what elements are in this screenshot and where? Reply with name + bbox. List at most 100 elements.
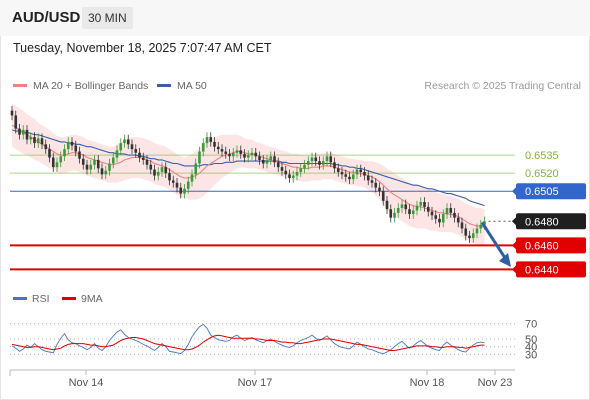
- candle-body: [48, 149, 51, 158]
- candle-body: [66, 141, 70, 150]
- candle-body: [411, 210, 415, 215]
- candle-body: [306, 161, 310, 165]
- candle-body: [216, 146, 220, 150]
- header-bar: AUD/USD 30 MIN: [0, 0, 590, 36]
- candle-body: [108, 163, 111, 171]
- candle-body: [381, 191, 385, 201]
- rsi-tick-70: 70: [525, 319, 537, 331]
- candle-body: [243, 153, 246, 158]
- level-tag-pointer-0.6460: [512, 241, 516, 250]
- candle-body: [190, 174, 194, 182]
- candle-body: [194, 163, 198, 175]
- candle-body: [70, 141, 74, 146]
- level-tag-pointer-0.6480: [512, 217, 516, 226]
- x-tick-Nov 14: Nov 14: [69, 377, 104, 389]
- credit-label: Research © 2025 Trading Central: [424, 80, 581, 92]
- candle-body: [276, 162, 280, 168]
- candle-body: [430, 211, 434, 216]
- candle-body: [378, 187, 381, 192]
- candle-body: [59, 156, 63, 163]
- candle-body: [160, 167, 164, 172]
- candle-body: [63, 149, 66, 157]
- legend-rsi-label: RSI: [32, 293, 50, 305]
- candle-body: [456, 217, 460, 223]
- candle-body: [396, 208, 400, 213]
- candle-body: [201, 143, 205, 152]
- candle-body: [149, 164, 153, 170]
- candle-body: [153, 169, 156, 176]
- candle-body: [156, 171, 160, 176]
- candle-body: [475, 228, 479, 234]
- legend-ma20: MA 20 + Bollinger Bands: [13, 80, 148, 92]
- candle-body: [355, 169, 359, 175]
- candle-body: [310, 157, 314, 162]
- bollinger-band-area: [12, 103, 485, 246]
- candle-body: [464, 228, 468, 236]
- candle-body: [250, 152, 254, 156]
- candle-body: [186, 181, 190, 189]
- level-label-0.6535: 0.6535: [525, 150, 559, 162]
- candle-body: [419, 202, 423, 206]
- legend-ma20-label: MA 20 + Bollinger Bands: [33, 80, 149, 92]
- candle-body: [134, 149, 138, 153]
- candle-body: [483, 221, 486, 225]
- candle-body: [89, 164, 93, 170]
- candle-body: [179, 187, 183, 194]
- candle-body: [96, 159, 100, 169]
- candle-body: [126, 139, 130, 145]
- candle-body: [104, 170, 108, 175]
- candle-body: [228, 153, 231, 157]
- candle-body: [141, 157, 145, 160]
- legend-ma50: MA 50: [157, 80, 207, 92]
- candle-body: [340, 171, 344, 175]
- candle-body: [325, 156, 329, 162]
- candle-body: [295, 171, 299, 176]
- candle-body: [318, 161, 321, 165]
- level-tag-0.6480: [516, 213, 586, 230]
- candle-body: [273, 156, 276, 163]
- level-tag-0.6440: [516, 261, 586, 278]
- candle-body: [303, 164, 306, 169]
- candle-body: [363, 171, 366, 176]
- candle-body: [78, 151, 81, 159]
- rsi-ma-line: [11, 334, 485, 351]
- candle-body: [100, 168, 104, 175]
- level-label-0.6520: 0.6520: [525, 168, 559, 180]
- candle-body: [453, 212, 456, 218]
- candle-body: [269, 156, 273, 160]
- candle-body: [51, 157, 55, 168]
- candle-body: [40, 138, 44, 145]
- candle-body: [408, 209, 411, 215]
- candle-body: [220, 149, 224, 152]
- candle-body: [344, 174, 348, 177]
- candle-body: [145, 159, 149, 165]
- x-tick-Nov 17: Nov 17: [238, 377, 273, 389]
- candle-body: [265, 159, 269, 164]
- candle-body: [18, 128, 21, 135]
- timeframe-button[interactable]: 30 MIN: [82, 7, 133, 29]
- candle-body: [93, 159, 96, 165]
- level-label-0.6505: 0.6505: [525, 186, 559, 198]
- legend-ma50-label: MA 50: [177, 80, 207, 92]
- candle-body: [291, 175, 295, 178]
- candle-body: [284, 170, 288, 175]
- candle-body: [224, 151, 228, 154]
- candle-body: [299, 168, 303, 172]
- candle-body: [14, 115, 18, 129]
- datetime-label: Tuesday, November 18, 2025 7:07:47 AM CE…: [13, 41, 272, 55]
- level-label-0.6480: 0.6480: [525, 216, 559, 228]
- candle-body: [445, 208, 449, 215]
- candle-body: [288, 174, 291, 178]
- ma50-swatch-icon: [157, 83, 171, 87]
- candle-body: [213, 141, 216, 147]
- candle-body: [138, 152, 141, 158]
- candle-body: [370, 180, 374, 183]
- level-tag-0.6460: [516, 237, 586, 254]
- candle-body: [258, 156, 261, 160]
- candle-body: [374, 182, 378, 188]
- rsi-tick-30: 30: [525, 349, 537, 361]
- candle-body: [111, 157, 115, 164]
- rsi-tick-40: 40: [525, 342, 537, 354]
- symbol-title: AUD/USD: [12, 9, 81, 26]
